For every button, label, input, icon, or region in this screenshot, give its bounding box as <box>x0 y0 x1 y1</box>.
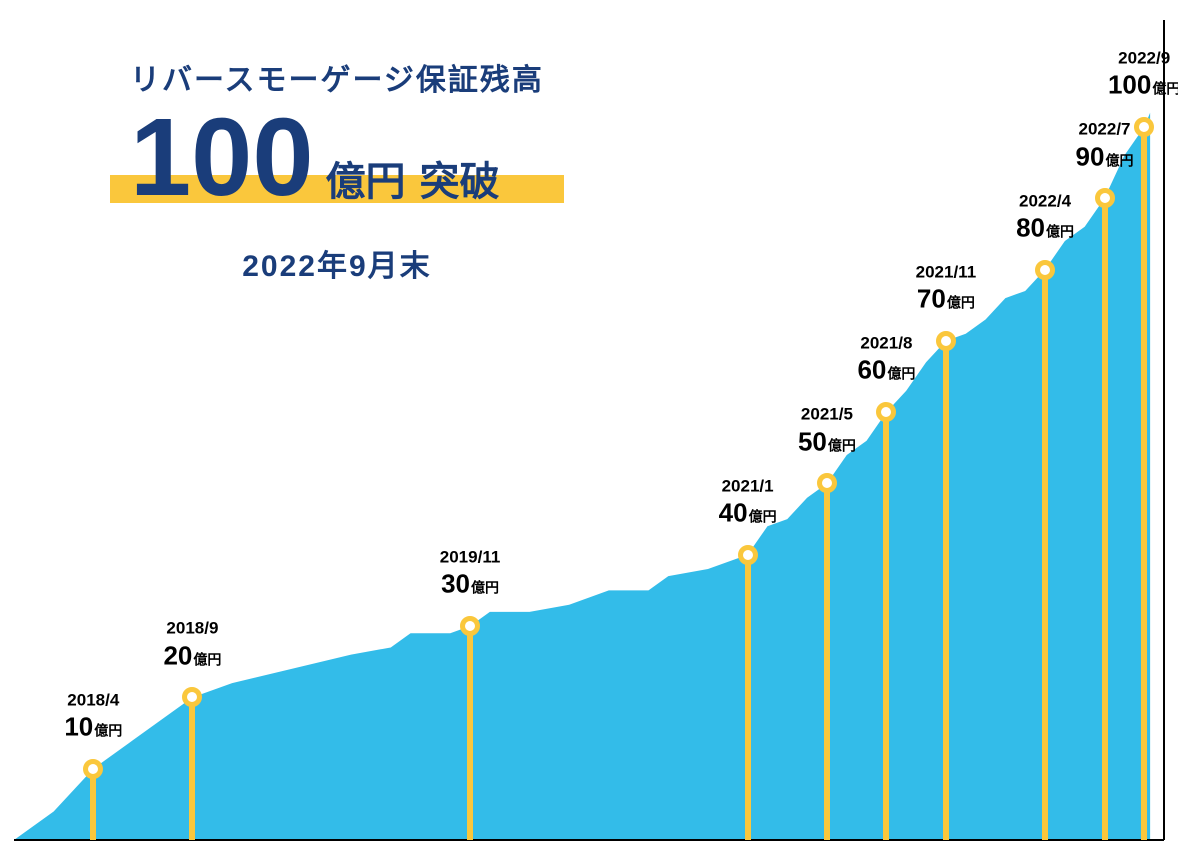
point-unit: 億円 <box>947 294 975 310</box>
stem <box>943 341 949 840</box>
data-marker <box>1095 188 1115 208</box>
data-marker <box>460 616 480 636</box>
data-marker <box>1035 260 1055 280</box>
point-value: 20 <box>163 640 192 670</box>
data-marker <box>817 473 837 493</box>
point-label: 2022/790億円 <box>1076 119 1134 173</box>
point-label: 2019/1130億円 <box>440 546 501 600</box>
point-date: 2021/5 <box>798 404 856 425</box>
point-unit: 億円 <box>94 722 122 738</box>
point-label: 2021/860億円 <box>857 332 915 386</box>
point-value: 100 <box>1108 69 1151 99</box>
point-unit: 億円 <box>1105 152 1133 168</box>
point-value: 90 <box>1076 141 1105 171</box>
point-label: 2022/480億円 <box>1016 190 1074 244</box>
stem <box>1102 198 1108 840</box>
data-marker <box>182 687 202 707</box>
y-axis <box>1163 20 1165 840</box>
x-axis <box>14 839 1164 841</box>
point-value: 80 <box>1016 212 1045 242</box>
data-marker <box>876 402 896 422</box>
point-value: 60 <box>857 355 886 385</box>
point-unit: 億円 <box>828 437 856 453</box>
point-value: 40 <box>719 497 748 527</box>
point-value: 70 <box>917 283 946 313</box>
stem <box>1042 270 1048 840</box>
point-label: 2018/410億円 <box>64 689 122 743</box>
point-date: 2021/8 <box>857 332 915 353</box>
point-unit: 億円 <box>193 651 221 667</box>
chart-stage: 2018/410億円2018/920億円2019/1130億円2021/140億… <box>0 0 1178 859</box>
point-unit: 億円 <box>1152 80 1178 96</box>
point-date: 2021/11 <box>916 261 977 282</box>
stem <box>189 697 195 840</box>
data-marker <box>1134 117 1154 137</box>
headline-unit: 億円 <box>326 149 406 207</box>
point-date: 2018/9 <box>163 618 221 639</box>
point-label: 2018/920億円 <box>163 618 221 672</box>
headline-break: 突破 <box>420 149 500 207</box>
point-value: 50 <box>798 426 827 456</box>
point-date: 2018/4 <box>64 689 122 710</box>
headline-number: 100 <box>130 103 314 213</box>
point-unit: 億円 <box>1046 223 1074 239</box>
stem <box>883 412 889 840</box>
headline-subtitle: リバースモーゲージ保証残高 <box>130 55 544 99</box>
point-date: 2021/1 <box>719 475 777 496</box>
stem <box>1141 127 1147 840</box>
point-label: 2021/140億円 <box>719 475 777 529</box>
point-value: 30 <box>441 569 470 599</box>
data-marker <box>936 331 956 351</box>
stem <box>745 555 751 840</box>
headline: リバースモーゲージ保証残高 100 億円 突破 2022年9月末 <box>130 55 544 285</box>
point-unit: 億円 <box>749 508 777 524</box>
point-label: 2021/1170億円 <box>916 261 977 315</box>
point-label: 2021/550億円 <box>798 404 856 458</box>
point-unit: 億円 <box>887 366 915 382</box>
stem <box>467 626 473 840</box>
point-date: 2022/9 <box>1108 47 1178 68</box>
data-marker <box>83 759 103 779</box>
point-value: 10 <box>64 711 93 741</box>
stem <box>90 769 96 840</box>
data-marker <box>738 545 758 565</box>
headline-date: 2022年9月末 <box>130 241 544 285</box>
point-date: 2022/4 <box>1016 190 1074 211</box>
point-label: 2022/9100億円 <box>1108 47 1178 101</box>
headline-main: 100 億円 突破 <box>130 103 544 213</box>
stem <box>824 483 830 840</box>
point-date: 2019/11 <box>440 546 501 567</box>
point-unit: 億円 <box>471 580 499 596</box>
point-date: 2022/7 <box>1076 119 1134 140</box>
